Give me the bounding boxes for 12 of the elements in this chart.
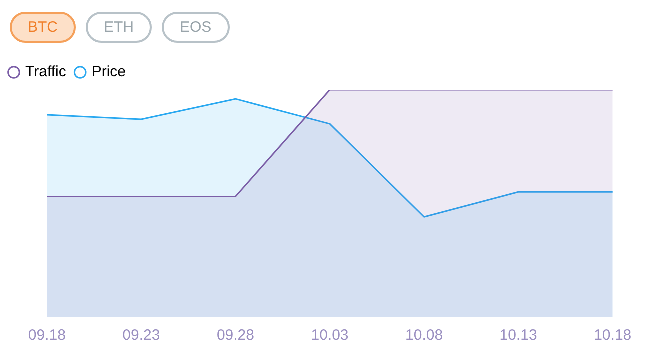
x-tick-label: 10.03 [311,327,349,344]
x-tick-label: 10.18 [594,327,632,344]
x-tick-label: 09.23 [122,327,160,344]
legend-label: Price [92,64,126,81]
x-tick-label: 09.28 [216,327,254,344]
x-tick-label: 10.13 [500,327,538,344]
x-tick-label: 09.18 [28,327,66,344]
text: ETH [86,12,152,43]
legend-label: Traffic [26,64,67,81]
text: EOS [162,12,230,43]
text: BTC [10,12,76,43]
x-tick-label: 10.08 [406,327,444,344]
